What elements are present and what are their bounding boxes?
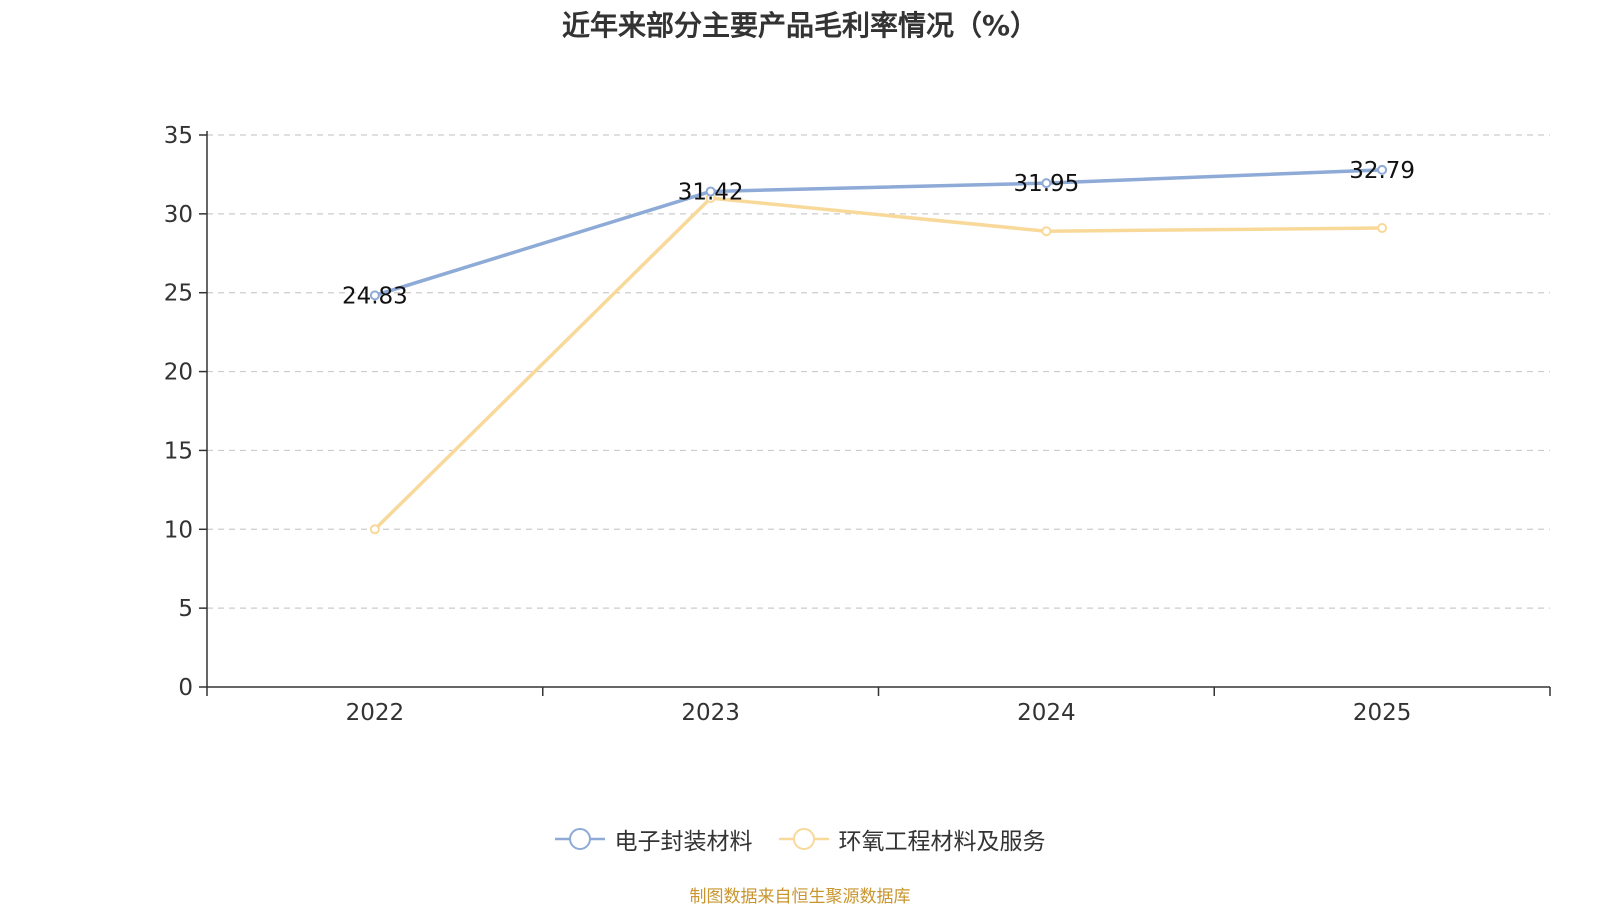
data-point-series-2 [369,524,380,535]
data-label-series-1: 24.83 [342,283,408,309]
y-tick-label: 35 [164,123,193,149]
legend: 电子封装材料 环氧工程材料及服务 [0,822,1600,856]
legend-label-series-1: 电子封装材料 [614,829,753,855]
legend-label-series-2: 环氧工程材料及服务 [838,829,1046,855]
data-label-series-1: 32.79 [1349,158,1415,184]
data-point-series-2 [1377,223,1388,234]
data-point-series-2 [1041,226,1052,237]
legend-item-series-1[interactable]: 电子封装材料 [554,822,753,856]
y-tick-label: 15 [164,438,193,464]
x-tick-label: 2025 [1353,700,1412,726]
data-point-series-1 [705,186,716,197]
y-tick-label: 20 [164,360,193,386]
y-tick-label: 25 [164,281,193,307]
y-tick-label: 10 [164,517,193,543]
data-point-series-1 [369,290,380,301]
series-line-2 [373,196,1383,531]
x-tick-label: 2024 [1017,700,1076,726]
data-label-series-1: 31.95 [1013,171,1079,197]
legend-swatch-series-1-icon [554,828,605,850]
y-tick-label: 30 [164,202,193,228]
chart-title: 近年来部分主要产品毛利率情况（%） [561,9,1039,42]
grid-lines [207,134,1550,609]
y-tick-label: 0 [178,675,193,701]
source-note: 制图数据来自恒生聚源数据库 [689,887,911,907]
data-point-series-1 [1041,178,1052,189]
series-lines [369,164,1388,535]
y-tick-label: 5 [178,596,193,622]
data-labels: 24.83 31.42 31.95 32.79 [342,158,1415,310]
legend-item-series-2[interactable]: 环氧工程材料及服务 [778,822,1046,856]
data-point-series-1 [1377,164,1388,175]
series-line-1 [374,168,1383,298]
data-label-series-1: 31.42 [678,179,744,205]
x-tick-label: 2023 [681,700,740,726]
legend-swatch-series-2-icon [778,828,829,850]
x-tick-label: 2022 [346,700,405,726]
